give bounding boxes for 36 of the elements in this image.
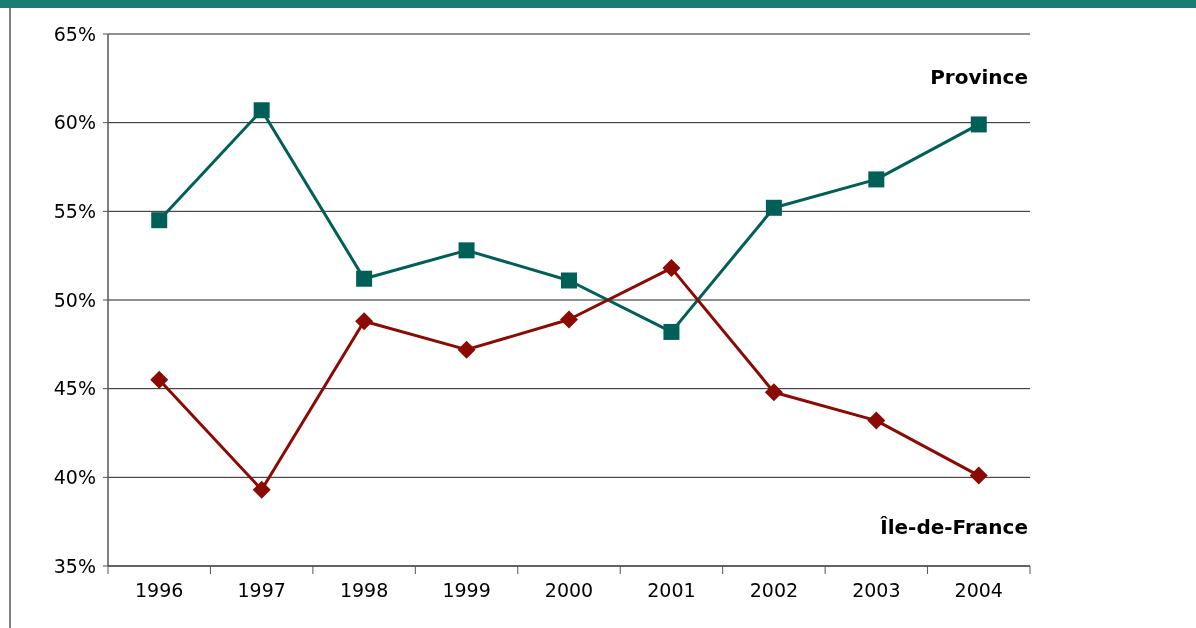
y-tick-label: 50% xyxy=(53,288,96,311)
y-tick-label: 65% xyxy=(53,22,96,45)
y-tick-label: 35% xyxy=(53,554,96,577)
y-tick-label: 40% xyxy=(53,465,96,488)
point xyxy=(458,242,475,259)
point xyxy=(253,102,270,119)
point xyxy=(457,340,476,359)
point xyxy=(561,272,577,289)
x-tick-label: 2004 xyxy=(954,579,1003,601)
point xyxy=(151,212,168,229)
series-label: Province xyxy=(930,65,1028,90)
x-tick-label: 2003 xyxy=(852,579,901,601)
x-tick-label: 2002 xyxy=(749,579,799,601)
point xyxy=(355,312,374,331)
y-tick-label: 60% xyxy=(53,111,96,134)
x-tick-label: 1998 xyxy=(339,579,389,601)
x-tick-label: 1999 xyxy=(442,579,491,601)
point xyxy=(150,370,169,389)
point xyxy=(970,116,987,133)
point xyxy=(356,270,373,287)
point xyxy=(765,199,782,216)
point xyxy=(867,411,886,430)
x-tick-label: 2001 xyxy=(647,579,696,601)
point xyxy=(868,171,885,188)
x-tick-label: 1997 xyxy=(237,579,286,601)
point xyxy=(663,323,680,340)
x-tick-label: 1996 xyxy=(135,579,184,601)
point xyxy=(252,480,271,499)
x-tick-label: 2000 xyxy=(544,579,594,601)
y-tick-label: 45% xyxy=(53,377,96,400)
point xyxy=(969,466,988,485)
point xyxy=(662,259,681,278)
text: Île-de-France xyxy=(880,514,1028,539)
point xyxy=(560,310,578,329)
point xyxy=(764,383,783,402)
y-tick-label: 55% xyxy=(53,199,96,222)
